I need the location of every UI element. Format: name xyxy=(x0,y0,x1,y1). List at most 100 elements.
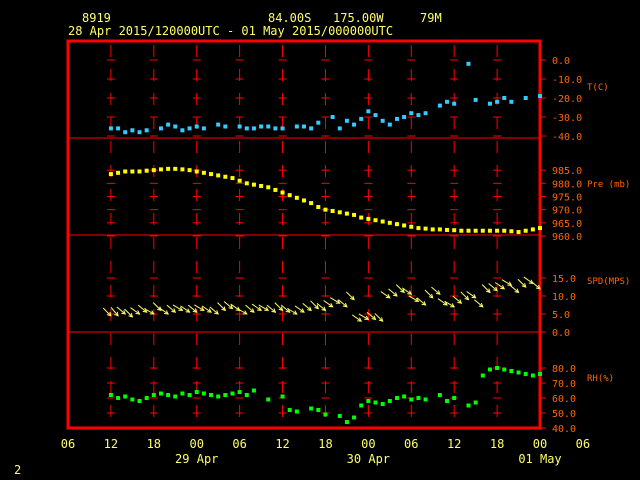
data-point-rh xyxy=(409,397,414,402)
data-point-rh xyxy=(437,393,442,397)
data-point-pre xyxy=(273,187,278,192)
data-point-t xyxy=(409,111,414,116)
data-point-t xyxy=(166,122,171,127)
y-tick-label: 80.0 xyxy=(552,364,576,375)
data-point-pre xyxy=(166,166,171,171)
data-point-pre xyxy=(437,227,442,232)
y-tick-label: 40.0 xyxy=(552,424,576,435)
data-point-rh xyxy=(309,406,314,411)
wind-arrow xyxy=(152,302,162,312)
data-point-pre xyxy=(487,228,492,233)
y-tick-label: 970.0 xyxy=(552,206,582,217)
y-tick-label: -30.0 xyxy=(552,113,582,124)
data-point-t xyxy=(244,126,249,131)
data-point-t xyxy=(366,109,371,114)
wind-arrow xyxy=(245,304,255,313)
data-point-pre xyxy=(194,169,199,174)
data-point-t xyxy=(402,115,407,119)
y-tick-label: 980.0 xyxy=(552,179,582,190)
data-point-pre xyxy=(380,219,385,224)
data-point-t xyxy=(158,126,163,131)
data-point-pre xyxy=(387,220,392,225)
data-point-rh xyxy=(373,400,378,405)
data-point-t xyxy=(201,126,206,131)
data-point-t xyxy=(330,115,335,119)
data-point-rh xyxy=(151,393,156,397)
data-point-rh xyxy=(244,393,249,397)
data-point-rh xyxy=(380,402,385,406)
data-point-pre xyxy=(516,230,521,235)
wind-arrow xyxy=(523,276,534,284)
data-point-pre xyxy=(523,228,528,233)
wind-arrow xyxy=(416,297,427,306)
data-point-rh xyxy=(194,390,199,394)
data-point-pre xyxy=(180,167,185,172)
data-point-rh xyxy=(223,393,228,397)
data-point-pre xyxy=(144,168,149,173)
data-point-pre xyxy=(495,228,500,233)
data-point-t xyxy=(373,113,378,118)
data-point-rh xyxy=(237,390,242,394)
wind-arrow xyxy=(474,299,484,308)
data-point-pre xyxy=(323,207,328,212)
data-point-rh xyxy=(209,393,214,397)
data-point-pre xyxy=(223,174,228,179)
data-point-t xyxy=(123,130,128,135)
data-point-rh xyxy=(294,409,299,414)
data-point-rh xyxy=(423,397,428,402)
data-point-pre xyxy=(230,176,235,181)
wind-arrow xyxy=(209,306,219,315)
data-point-rh xyxy=(359,403,364,408)
wind-arrow xyxy=(338,299,348,308)
data-point-rh xyxy=(366,399,371,403)
data-point-t xyxy=(466,61,471,66)
data-point-rh xyxy=(538,372,542,376)
y-tick-label: 5.0 xyxy=(552,310,570,321)
data-point-t xyxy=(130,128,135,133)
data-point-rh xyxy=(352,415,357,420)
longitude: 175.00W xyxy=(333,11,384,25)
data-point-rh xyxy=(323,412,328,417)
data-point-t xyxy=(344,118,349,123)
data-point-rh xyxy=(473,400,478,405)
x-day-label: 30 Apr xyxy=(347,452,390,466)
data-point-t xyxy=(352,122,357,127)
y-tick-label: -10.0 xyxy=(552,75,582,86)
wind-arrow xyxy=(172,304,184,311)
data-point-pre xyxy=(108,172,113,177)
data-point-pre xyxy=(530,227,535,232)
data-point-t xyxy=(108,126,113,131)
data-point-pre xyxy=(373,218,378,223)
data-point-pre xyxy=(509,229,514,234)
latitude: 84.00S xyxy=(268,11,312,25)
wind-arrow xyxy=(345,291,355,301)
data-point-rh xyxy=(416,396,421,400)
data-point-pre xyxy=(330,208,335,213)
data-point-rh xyxy=(116,396,121,400)
x-tick-label: 12 xyxy=(104,437,118,451)
wind-arrow xyxy=(374,313,384,322)
wind-arrow xyxy=(481,284,491,294)
data-point-t xyxy=(173,124,178,129)
wind-arrow xyxy=(144,308,155,315)
data-point-t xyxy=(273,126,278,131)
data-point-t xyxy=(538,94,542,99)
data-point-t xyxy=(337,126,342,131)
wind-arrow xyxy=(201,305,212,313)
data-point-rh xyxy=(123,394,128,399)
data-point-rh xyxy=(266,397,271,402)
data-point-t xyxy=(216,122,221,127)
y-tick-label: 15.0 xyxy=(552,274,576,285)
data-point-rh xyxy=(130,397,135,402)
data-point-pre xyxy=(316,205,321,210)
data-point-pre xyxy=(116,170,121,175)
data-point-t xyxy=(309,126,314,131)
data-point-t xyxy=(473,97,478,102)
data-point-t xyxy=(523,96,528,100)
data-point-pre xyxy=(173,166,178,171)
wind-arrow xyxy=(194,304,205,311)
wind-arrow xyxy=(124,308,134,318)
data-point-t xyxy=(387,122,392,127)
data-point-t xyxy=(187,126,192,131)
wind-arrow xyxy=(116,306,127,315)
